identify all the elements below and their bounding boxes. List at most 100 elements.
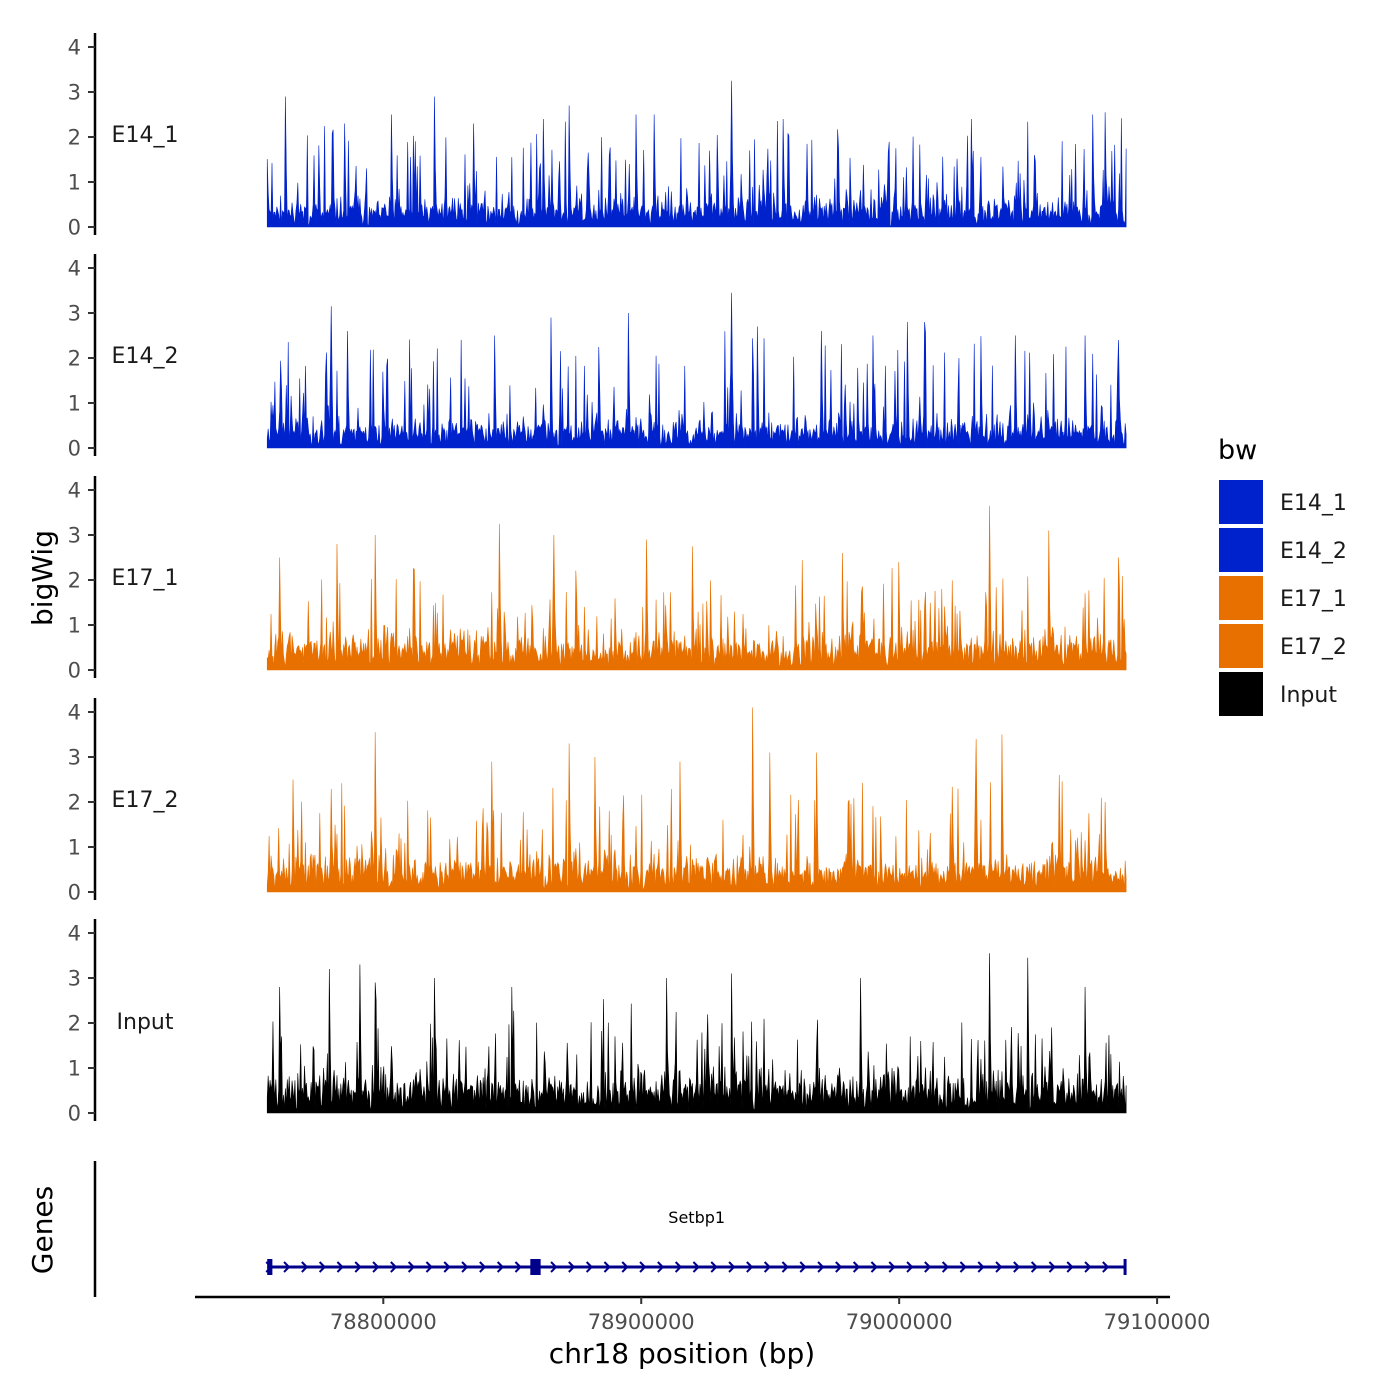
panel-label-E17_2: E17_2 bbox=[112, 788, 179, 813]
gene-exon bbox=[267, 1259, 273, 1275]
strand-arrow bbox=[728, 1261, 736, 1273]
strand-arrow bbox=[977, 1261, 985, 1273]
strand-arrow bbox=[1084, 1261, 1092, 1273]
strand-arrow bbox=[888, 1261, 896, 1273]
legend-label-Input: Input bbox=[1280, 683, 1337, 708]
strand-arrow bbox=[924, 1261, 932, 1273]
legend-label-E17_1: E17_1 bbox=[1280, 587, 1347, 612]
x-tick-label: 78900000 bbox=[588, 1310, 695, 1334]
legend-key-E17_2 bbox=[1219, 624, 1263, 668]
track-Input: 0 1 2 3 4 Input bbox=[68, 919, 1127, 1126]
y-axis-title: bigWig bbox=[26, 530, 59, 626]
legend-key-E14_1 bbox=[1219, 480, 1263, 524]
x-tick-label: 79100000 bbox=[1104, 1310, 1211, 1334]
panel-label-E14_1: E14_1 bbox=[112, 123, 179, 148]
y-tick-label: 2 bbox=[68, 569, 81, 593]
strand-arrow bbox=[763, 1261, 772, 1273]
y-tick-label: 0 bbox=[68, 659, 81, 683]
strand-arrow bbox=[390, 1261, 398, 1273]
y-tick-label: 2 bbox=[68, 126, 81, 150]
y-tick-label: 0 bbox=[68, 881, 81, 905]
legend-key-E14_2 bbox=[1219, 528, 1263, 572]
y-tick-label: 0 bbox=[68, 437, 81, 461]
strand-arrow bbox=[407, 1261, 416, 1273]
strand-arrow bbox=[1013, 1261, 1021, 1273]
gene-label: Setbp1 bbox=[668, 1208, 725, 1227]
y-tick-label: 1 bbox=[68, 171, 81, 195]
strand-arrow bbox=[318, 1261, 327, 1273]
legend-key-E17_1 bbox=[1219, 576, 1263, 620]
strand-arrow bbox=[674, 1261, 683, 1273]
strand-arrow bbox=[799, 1261, 807, 1273]
signal-area-E17_2 bbox=[266, 707, 1127, 893]
panel-label-E17_1: E17_1 bbox=[112, 566, 179, 591]
strand-arrow bbox=[746, 1261, 754, 1273]
strand-arrow bbox=[817, 1261, 825, 1273]
signal-tracks: 0 1 2 3 4 E14_1 0 1 2 3 4 E14_2 0 1 2 3 4 E17_1 0 1 2 3 4 E17_2… bbox=[68, 33, 1127, 1126]
strand-arrow bbox=[941, 1261, 950, 1273]
x-tick-label: 79000000 bbox=[846, 1310, 953, 1334]
strand-arrow bbox=[781, 1261, 789, 1273]
genes-axis-title: Genes bbox=[26, 1186, 59, 1274]
strand-arrow bbox=[550, 1261, 558, 1273]
strand-arrow bbox=[870, 1261, 878, 1273]
legend-label-E14_1: E14_1 bbox=[1280, 491, 1347, 516]
strand-arrow bbox=[372, 1261, 380, 1273]
signal-area-Input bbox=[266, 953, 1127, 1114]
y-tick-label: 0 bbox=[68, 216, 81, 240]
legend: E14_1 E14_2 E17_1 E17_2 Input bbox=[1219, 480, 1347, 716]
strand-arrow bbox=[1066, 1261, 1074, 1273]
strand-arrow bbox=[1048, 1261, 1056, 1273]
strand-arrow bbox=[906, 1261, 914, 1273]
signal-area-E14_2 bbox=[266, 292, 1127, 449]
signal-area-E14_1 bbox=[266, 80, 1127, 228]
legend-label-E17_2: E17_2 bbox=[1280, 635, 1347, 660]
strand-arrow bbox=[710, 1261, 718, 1273]
strand-arrow bbox=[621, 1261, 629, 1273]
y-tick-label: 2 bbox=[68, 1012, 81, 1036]
strand-arrow bbox=[1030, 1261, 1039, 1273]
x-axis-title: chr18 position (bp) bbox=[549, 1337, 815, 1370]
y-tick-label: 3 bbox=[68, 81, 81, 105]
strand-arrow bbox=[995, 1261, 1003, 1273]
strand-arrow bbox=[336, 1261, 344, 1273]
y-tick-label: 3 bbox=[68, 967, 81, 991]
strand-arrow bbox=[496, 1261, 505, 1273]
x-tick-label: 78800000 bbox=[330, 1310, 437, 1334]
strand-arrow bbox=[301, 1261, 309, 1273]
track-E14_1: 0 1 2 3 4 E14_1 bbox=[68, 33, 1127, 240]
y-tick-label: 3 bbox=[68, 302, 81, 326]
legend-label-E14_2: E14_2 bbox=[1280, 539, 1347, 564]
y-tick-label: 2 bbox=[68, 347, 81, 371]
strand-arrow bbox=[835, 1261, 843, 1273]
gene-exon bbox=[530, 1259, 541, 1275]
strand-arrow bbox=[639, 1261, 647, 1273]
y-tick-label: 3 bbox=[68, 524, 81, 548]
strand-arrow bbox=[283, 1261, 291, 1273]
strand-arrow bbox=[585, 1261, 594, 1273]
y-tick-label: 1 bbox=[68, 614, 81, 638]
legend-key-Input bbox=[1219, 672, 1263, 716]
strand-arrow bbox=[603, 1261, 611, 1273]
strand-arrow bbox=[852, 1261, 861, 1273]
x-axis: 78800000 78900000 79000000 79100000 bbox=[195, 1295, 1211, 1334]
y-tick-label: 4 bbox=[68, 36, 81, 60]
strand-arrow bbox=[514, 1261, 522, 1273]
track-E14_2: 0 1 2 3 4 E14_2 bbox=[68, 254, 1127, 461]
strand-arrow bbox=[443, 1261, 451, 1273]
strand-arrow bbox=[354, 1261, 362, 1273]
strand-arrow bbox=[692, 1261, 700, 1273]
strand-arrow bbox=[461, 1261, 469, 1273]
y-tick-label: 1 bbox=[68, 1057, 81, 1081]
strand-arrow bbox=[425, 1261, 433, 1273]
gene-exon bbox=[1123, 1259, 1127, 1275]
y-tick-label: 1 bbox=[68, 836, 81, 860]
y-tick-label: 4 bbox=[68, 479, 81, 503]
signal-area-E17_1 bbox=[266, 505, 1127, 671]
track-E17_2: 0 1 2 3 4 E17_2 bbox=[68, 698, 1127, 905]
legend-title: bw bbox=[1218, 435, 1257, 466]
y-tick-label: 4 bbox=[68, 922, 81, 946]
y-tick-label: 1 bbox=[68, 392, 81, 416]
strand-arrow bbox=[959, 1261, 967, 1273]
